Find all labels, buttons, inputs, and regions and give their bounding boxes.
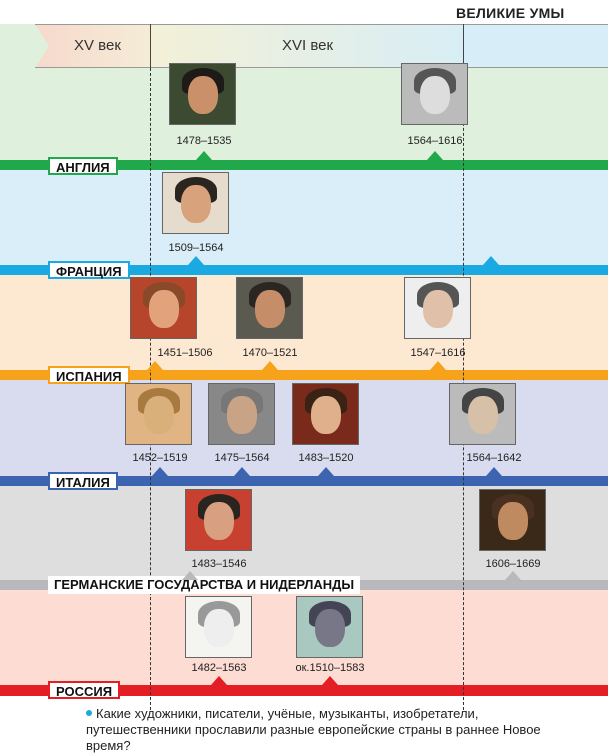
portrait-france-0 xyxy=(162,172,229,234)
lifespan-date: 1475–1564 xyxy=(214,452,270,464)
timeline-marker xyxy=(188,256,204,265)
row-label-france: ФРАНЦИЯ xyxy=(48,261,130,279)
portrait-russia-1 xyxy=(296,596,363,658)
century-xv xyxy=(35,24,150,68)
portrait-italy-2 xyxy=(292,383,359,445)
russia-line xyxy=(0,685,608,696)
portrait-italy-1 xyxy=(208,383,275,445)
portrait-england-0 xyxy=(169,63,236,125)
row-label-spain: ИСПАНИЯ xyxy=(48,366,130,384)
portrait-england-1 xyxy=(401,63,468,125)
century-xvi xyxy=(150,24,463,68)
century-xvii xyxy=(463,24,608,68)
timeline-marker xyxy=(211,676,227,685)
question-text: Какие художники, писатели, учёные, музык… xyxy=(86,706,566,754)
lifespan-date: 1547–1616 xyxy=(410,347,466,359)
lifespan-date: 1564–1642 xyxy=(466,452,522,464)
lifespan-date: 1470–1521 xyxy=(242,347,298,359)
spain-line xyxy=(0,370,608,380)
timeline-marker xyxy=(262,361,278,370)
timeline-marker xyxy=(234,467,250,476)
lifespan-date: 1478–1535 xyxy=(176,135,232,147)
portrait-spain-0 xyxy=(130,277,197,339)
lifespan-date: 1606–1669 xyxy=(485,558,541,570)
timeline-marker xyxy=(196,151,212,160)
portrait-germany-0 xyxy=(185,489,252,551)
spain-band xyxy=(0,275,608,370)
portrait-italy-3 xyxy=(449,383,516,445)
row-label-germany: ГЕРМАНСКИЕ ГОСУДАРСТВА И НИДЕРЛАНДЫ xyxy=(48,576,361,594)
lifespan-date: 1483–1520 xyxy=(298,452,354,464)
portrait-spain-1 xyxy=(236,277,303,339)
timeline-marker xyxy=(483,256,499,265)
lifespan-date: 1509–1564 xyxy=(168,242,224,254)
century-header xyxy=(35,24,608,68)
timeline-marker xyxy=(427,151,443,160)
portrait-germany-1 xyxy=(479,489,546,551)
page-title: ВЕЛИКИЕ УМЫ xyxy=(456,5,565,21)
england-line xyxy=(0,160,608,170)
timeline-marker xyxy=(147,361,163,370)
lifespan-date: 1451–1506 xyxy=(157,347,213,359)
france-band xyxy=(0,170,608,265)
timeline-marker xyxy=(430,361,446,370)
portrait-spain-2 xyxy=(404,277,471,339)
timeline-marker xyxy=(505,571,521,580)
row-label-england: АНГЛИЯ xyxy=(48,157,118,175)
lifespan-date: 1483–1546 xyxy=(191,558,247,570)
row-label-italy: ИТАЛИЯ xyxy=(48,472,118,490)
timeline-marker xyxy=(318,467,334,476)
lifespan-date: 1564–1616 xyxy=(407,135,463,147)
italy-line xyxy=(0,476,608,486)
lifespan-date: ок.1510–1583 xyxy=(295,662,365,674)
timeline-marker xyxy=(152,467,168,476)
portrait-italy-0 xyxy=(125,383,192,445)
timeline-marker xyxy=(182,571,198,580)
france-line xyxy=(0,265,608,275)
bullet-icon xyxy=(86,710,92,716)
portrait-russia-0 xyxy=(185,596,252,658)
timeline-marker xyxy=(322,676,338,685)
timeline-marker xyxy=(486,467,502,476)
century-xv-label: XV век xyxy=(74,37,121,54)
lifespan-date: 1482–1563 xyxy=(191,662,247,674)
lifespan-date: 1452–1519 xyxy=(132,452,188,464)
question: Какие художники, писатели, учёные, музык… xyxy=(86,706,541,753)
century-xvi-label: XVI век xyxy=(282,37,334,54)
row-label-russia: РОССИЯ xyxy=(48,681,121,699)
